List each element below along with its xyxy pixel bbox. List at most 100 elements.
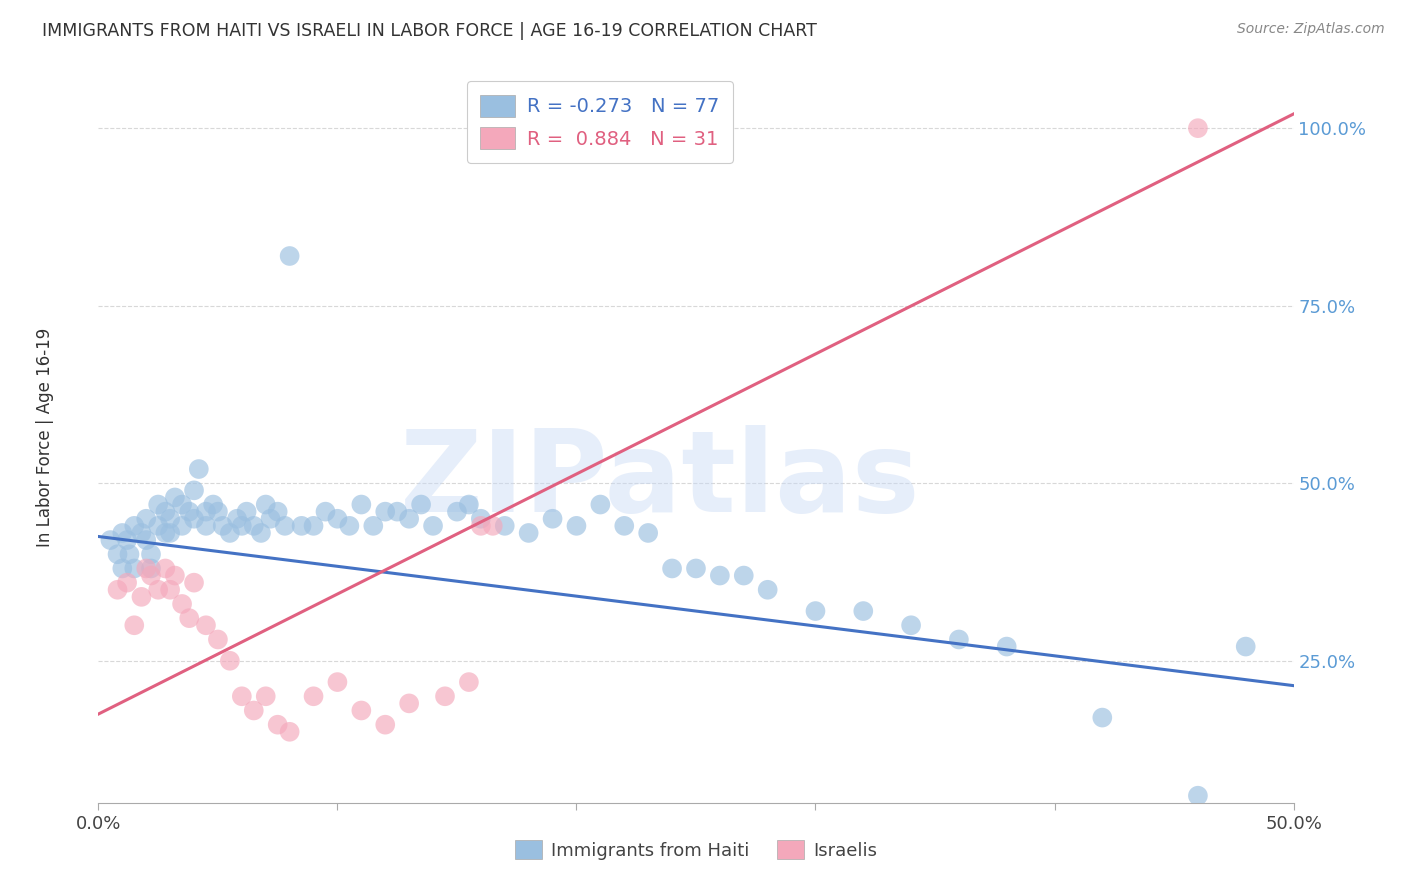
Point bbox=[159, 512, 181, 526]
Point bbox=[458, 675, 481, 690]
Point bbox=[115, 533, 138, 547]
Point bbox=[302, 519, 325, 533]
Point bbox=[254, 690, 277, 704]
Point bbox=[107, 547, 129, 561]
Point bbox=[172, 597, 194, 611]
Point bbox=[733, 568, 755, 582]
Point bbox=[207, 632, 229, 647]
Point bbox=[259, 512, 281, 526]
Point bbox=[226, 512, 249, 526]
Point bbox=[155, 525, 177, 540]
Point bbox=[565, 519, 588, 533]
Point bbox=[852, 604, 875, 618]
Point bbox=[107, 582, 129, 597]
Point bbox=[948, 632, 970, 647]
Point bbox=[135, 533, 157, 547]
Point bbox=[243, 519, 266, 533]
Point bbox=[1187, 121, 1209, 136]
Point bbox=[350, 498, 373, 512]
Point bbox=[470, 519, 492, 533]
Point bbox=[124, 519, 146, 533]
Point bbox=[148, 498, 170, 512]
Point bbox=[267, 717, 290, 731]
Point bbox=[183, 575, 205, 590]
Point bbox=[207, 505, 229, 519]
Point bbox=[637, 525, 659, 540]
Point bbox=[494, 519, 516, 533]
Point bbox=[470, 512, 492, 526]
Point bbox=[163, 568, 186, 582]
Legend: Immigrants from Haiti, Israelis: Immigrants from Haiti, Israelis bbox=[508, 833, 884, 867]
Point bbox=[219, 654, 242, 668]
Point bbox=[254, 498, 277, 512]
Point bbox=[446, 505, 468, 519]
Text: Source: ZipAtlas.com: Source: ZipAtlas.com bbox=[1237, 22, 1385, 37]
Point bbox=[398, 512, 420, 526]
Point bbox=[131, 590, 153, 604]
Point bbox=[179, 611, 201, 625]
Point bbox=[172, 519, 194, 533]
Point bbox=[195, 618, 218, 632]
Point bbox=[155, 561, 177, 575]
Point bbox=[202, 498, 225, 512]
Point bbox=[613, 519, 636, 533]
Point bbox=[135, 561, 157, 575]
Point bbox=[995, 640, 1018, 654]
Point bbox=[235, 505, 257, 519]
Point bbox=[517, 525, 540, 540]
Point bbox=[326, 512, 349, 526]
Point bbox=[434, 690, 457, 704]
Point bbox=[278, 724, 301, 739]
Point bbox=[98, 533, 122, 547]
Point bbox=[195, 519, 218, 533]
Point bbox=[1187, 789, 1209, 803]
Point bbox=[302, 690, 325, 704]
Point bbox=[339, 519, 361, 533]
Point bbox=[398, 697, 420, 711]
Point bbox=[111, 561, 134, 575]
Point bbox=[374, 717, 396, 731]
Point bbox=[350, 704, 373, 718]
Point bbox=[278, 249, 301, 263]
Point bbox=[115, 575, 138, 590]
Point bbox=[139, 568, 162, 582]
Point bbox=[219, 525, 242, 540]
Text: In Labor Force | Age 16-19: In Labor Force | Age 16-19 bbox=[35, 327, 53, 547]
Point bbox=[709, 568, 731, 582]
Point bbox=[385, 505, 409, 519]
Point bbox=[374, 505, 396, 519]
Point bbox=[172, 498, 194, 512]
Point bbox=[1234, 640, 1257, 654]
Point bbox=[900, 618, 922, 632]
Point bbox=[118, 547, 141, 561]
Point bbox=[231, 519, 253, 533]
Point bbox=[589, 498, 612, 512]
Text: ZIPatlas: ZIPatlas bbox=[399, 425, 921, 536]
Point bbox=[291, 519, 314, 533]
Point bbox=[124, 618, 146, 632]
Point bbox=[183, 512, 205, 526]
Point bbox=[422, 519, 444, 533]
Point bbox=[155, 505, 177, 519]
Point bbox=[139, 547, 162, 561]
Point bbox=[135, 512, 157, 526]
Point bbox=[274, 519, 297, 533]
Point bbox=[195, 505, 218, 519]
Point bbox=[243, 704, 266, 718]
Point bbox=[661, 561, 683, 575]
Point bbox=[267, 505, 290, 519]
Point bbox=[179, 505, 201, 519]
Point bbox=[1091, 710, 1114, 724]
Point bbox=[250, 525, 273, 540]
Point bbox=[231, 690, 253, 704]
Point bbox=[148, 519, 170, 533]
Point bbox=[756, 582, 779, 597]
Point bbox=[458, 498, 481, 512]
Point bbox=[148, 582, 170, 597]
Point bbox=[481, 519, 505, 533]
Point bbox=[211, 519, 233, 533]
Point bbox=[804, 604, 827, 618]
Point bbox=[159, 582, 181, 597]
Point bbox=[159, 525, 181, 540]
Point bbox=[541, 512, 564, 526]
